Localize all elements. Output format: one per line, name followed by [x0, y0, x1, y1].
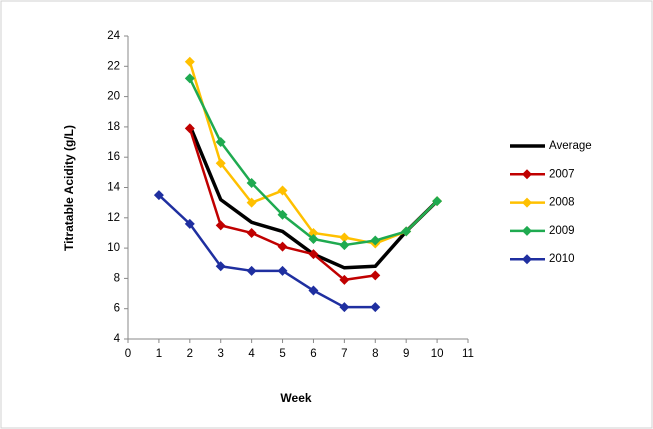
x-tick-label: 0 [125, 348, 131, 360]
marker [370, 270, 381, 281]
marker [339, 302, 350, 313]
legend-label: 2010 [549, 253, 575, 265]
x-tick-label: 7 [341, 348, 347, 360]
marker [277, 241, 288, 252]
y-tick-label: 14 [107, 182, 120, 194]
y-tick-label: 22 [107, 60, 120, 72]
legend-marker [522, 169, 532, 180]
marker [246, 197, 257, 208]
legend-marker [522, 225, 532, 236]
marker [401, 226, 412, 237]
legend-label: Average [549, 140, 592, 152]
marker [370, 235, 381, 246]
marker [308, 234, 319, 245]
y-tick-label: 10 [107, 242, 120, 254]
y-tick-label: 8 [114, 272, 120, 284]
marker [308, 285, 319, 296]
series-line [158, 194, 376, 309]
y-tick-label: 12 [107, 212, 120, 224]
legend-marker [522, 254, 532, 265]
marker [339, 232, 350, 243]
marker [246, 227, 257, 238]
marker [184, 218, 195, 229]
x-tick-label: 4 [248, 348, 255, 360]
marker [215, 137, 226, 148]
y-tick-label: 24 [107, 30, 120, 42]
x-tick-label: 1 [156, 348, 162, 360]
marker [215, 261, 226, 272]
y-axis-title: Titratable Acidity (g/L) [62, 125, 76, 251]
x-tick-label: 5 [279, 348, 285, 360]
y-tick-label: 20 [107, 91, 120, 103]
x-tick-label: 9 [403, 348, 409, 360]
marker [184, 123, 195, 134]
x-tick-label: 6 [310, 348, 316, 360]
x-axis-title: Week [280, 391, 311, 405]
legend-label: 2008 [549, 197, 575, 209]
marker [339, 274, 350, 285]
marker [246, 265, 257, 276]
y-tick-label: 18 [107, 121, 120, 133]
x-tick-label: 2 [187, 348, 193, 360]
x-tick-label: 3 [218, 348, 224, 360]
marker [277, 185, 288, 196]
marker [215, 220, 226, 231]
marker [184, 56, 195, 67]
x-tick-label: 10 [431, 348, 444, 360]
legend-label: 2007 [549, 168, 575, 180]
x-tick-label: 8 [372, 348, 378, 360]
marker [308, 227, 319, 238]
y-tick-label: 16 [107, 151, 120, 163]
legend-label: 2009 [549, 225, 575, 237]
marker [432, 196, 443, 207]
marker [153, 190, 164, 201]
y-tick-label: 6 [114, 303, 120, 315]
legend-marker [522, 197, 532, 208]
marker [184, 73, 195, 84]
marker [308, 249, 319, 260]
marker [277, 209, 288, 220]
marker [339, 240, 350, 251]
y-tick-label: 4 [114, 333, 121, 345]
marker [370, 302, 381, 313]
x-tick-label: 11 [462, 348, 474, 360]
marker [277, 265, 288, 276]
marker [246, 177, 257, 188]
marker [215, 158, 226, 169]
